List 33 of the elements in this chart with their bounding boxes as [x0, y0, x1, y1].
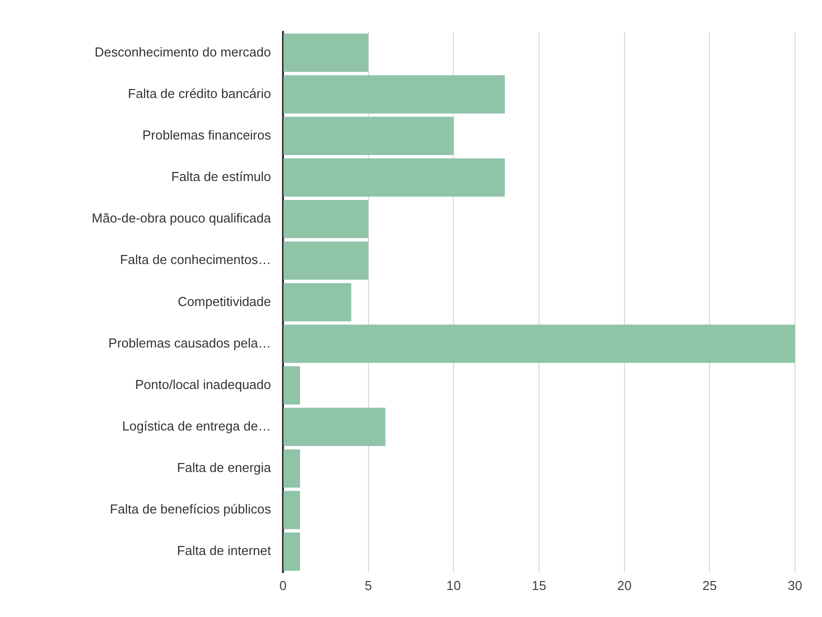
x-tick-label: 25: [702, 578, 717, 593]
bar: [284, 408, 386, 446]
bar: [284, 116, 454, 156]
bar: [284, 200, 368, 238]
y-tick-label: Falta de benefícios públicos: [110, 502, 272, 517]
y-tick-label: Falta de estímulo: [171, 169, 271, 184]
y-tick-label: Falta de crédito bancário: [128, 86, 271, 101]
bar: [284, 324, 795, 363]
bar: [284, 75, 505, 114]
y-tick-label: Ponto/local inadequado: [135, 376, 271, 392]
bar: [284, 34, 368, 72]
bar: [284, 490, 300, 530]
x-tick-label: 10: [446, 578, 461, 593]
bar: [284, 532, 300, 571]
y-tick-label: Logística de entrega de…: [122, 418, 271, 434]
x-tick-label: 30: [788, 578, 802, 593]
bar: [284, 242, 368, 280]
y-tick-label: Desconhecimento do mercado: [94, 44, 271, 60]
bar: [284, 449, 300, 488]
y-tick-label: Falta de energia: [177, 460, 272, 476]
y-tick-label: Mão-de-obra pouco qualificada: [92, 210, 272, 226]
y-tick-label: Falta de conhecimentos…: [120, 252, 271, 268]
x-tick-label: 20: [617, 578, 632, 593]
bar: [284, 283, 352, 322]
x-tick-label: 15: [532, 578, 546, 593]
y-tick-label: Problemas financeiros: [142, 128, 272, 142]
y-tick-label: Problemas causados pela…: [108, 335, 271, 350]
bar: [284, 366, 300, 404]
x-tick-label: 0: [279, 578, 287, 593]
bar: [284, 158, 505, 197]
y-tick-label: Falta de internet: [177, 543, 272, 558]
y-tick-label: Competitividade: [178, 294, 271, 309]
x-tick-label: 5: [364, 578, 372, 593]
